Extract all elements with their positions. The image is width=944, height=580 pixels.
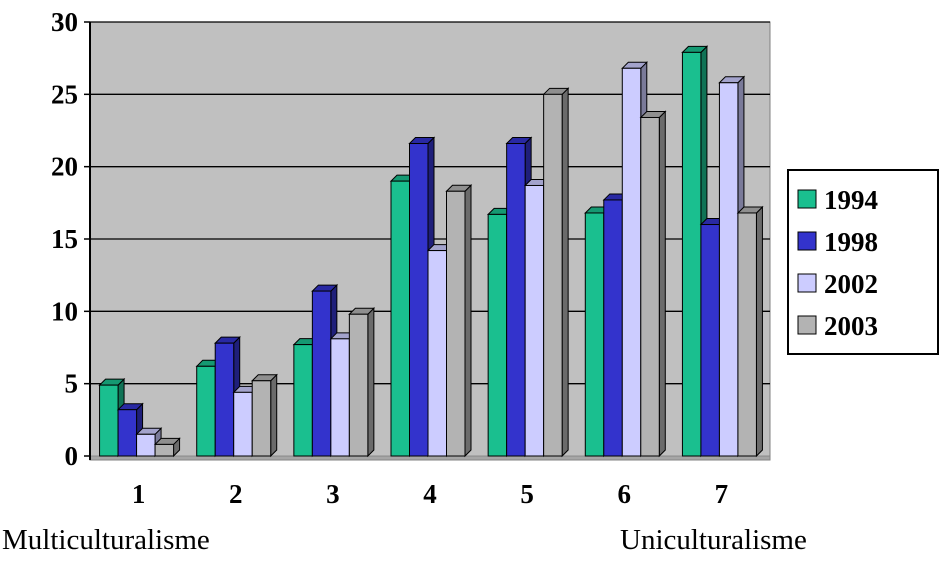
- bar: [234, 392, 253, 456]
- bar-side: [756, 207, 762, 456]
- bar: [738, 213, 757, 456]
- y-tick-label: 0: [65, 441, 79, 471]
- bar: [410, 144, 429, 456]
- legend-label: 1998: [824, 227, 878, 257]
- bar-side: [271, 375, 277, 456]
- bar: [312, 291, 331, 456]
- x-tick-label: 2: [229, 479, 243, 509]
- bar: [391, 181, 410, 456]
- bar: [215, 343, 234, 456]
- legend-label: 2002: [824, 269, 878, 299]
- bar: [447, 191, 466, 456]
- x-tick-label: 6: [618, 479, 632, 509]
- legend-label: 1994: [824, 185, 878, 215]
- bar: [682, 52, 701, 456]
- bar: [701, 225, 720, 456]
- bar: [331, 339, 350, 456]
- y-tick-label: 20: [51, 152, 78, 182]
- bar: [294, 345, 313, 456]
- x-tick-label: 5: [520, 479, 534, 509]
- bar-side: [368, 308, 374, 456]
- bar: [585, 213, 604, 456]
- bar: [155, 444, 174, 456]
- y-tick-label: 25: [51, 79, 78, 109]
- legend-swatch: [798, 190, 816, 208]
- bar: [507, 144, 525, 456]
- bar: [197, 366, 216, 456]
- y-tick-label: 30: [51, 7, 78, 37]
- bar: [622, 68, 641, 456]
- legend: 1994 1998 2002 2003: [788, 170, 938, 354]
- footer-left-label: Multiculturalisme: [2, 524, 210, 557]
- bar: [252, 381, 271, 456]
- bar: [118, 410, 137, 456]
- x-tick-label: 4: [423, 479, 437, 509]
- bar: [349, 314, 368, 456]
- bar: [488, 214, 507, 456]
- legend-swatch: [798, 316, 816, 334]
- bar: [544, 94, 563, 456]
- bar-side: [659, 111, 665, 456]
- bar-side: [562, 88, 568, 456]
- y-tick-label: 10: [51, 296, 78, 326]
- legend-swatch: [798, 232, 816, 250]
- x-tick-label: 7: [715, 479, 729, 509]
- bar: [428, 251, 447, 456]
- footer-right-label: Uniculturalisme: [620, 524, 807, 557]
- bar-side: [465, 185, 471, 456]
- bar: [719, 83, 738, 456]
- x-tick-label: 3: [326, 479, 340, 509]
- y-tick-label: 15: [51, 224, 78, 254]
- bar: [137, 434, 156, 456]
- y-tick-label: 5: [65, 369, 79, 399]
- bar: [604, 200, 623, 456]
- x-tick-label: 1: [132, 479, 146, 509]
- bar: [641, 117, 660, 456]
- bar: [525, 185, 544, 456]
- legend-label: 2003: [824, 311, 878, 341]
- bar: [100, 385, 119, 456]
- plot-floor: [90, 456, 770, 460]
- legend-swatch: [798, 274, 816, 292]
